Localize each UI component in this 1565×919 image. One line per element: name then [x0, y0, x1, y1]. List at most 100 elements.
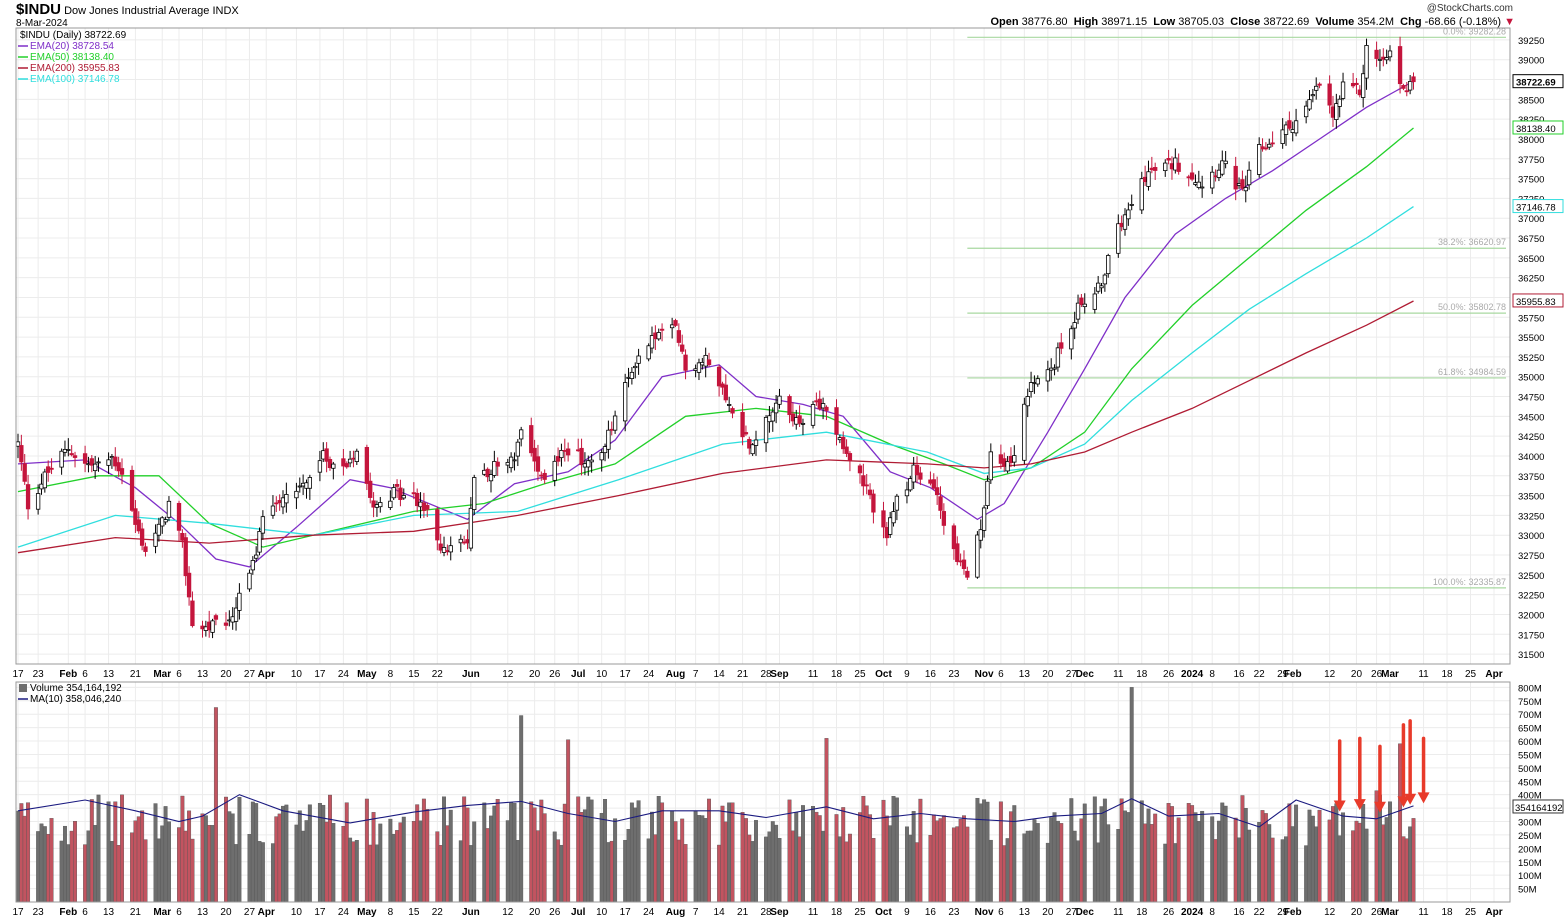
volume-bar [1029, 830, 1034, 903]
volume-bar [1106, 824, 1111, 903]
volume-bar [227, 811, 232, 903]
candle-body [153, 532, 158, 547]
candle-body [763, 416, 769, 444]
volume-bar [653, 834, 658, 903]
candle-body [975, 534, 980, 578]
candle-body [19, 445, 24, 463]
date-tick-label: 21 [130, 669, 142, 680]
volume-bar [213, 707, 218, 903]
price-marker-box [1512, 120, 1564, 135]
date-tick-label: 20 [1042, 669, 1054, 680]
volume-bar [364, 798, 369, 903]
candle-body [1122, 214, 1128, 230]
price-tick-label: 35500 [1518, 333, 1544, 344]
date-tick-label: 6 [998, 669, 1004, 680]
price-marker-label: 38138.40 [1516, 124, 1556, 135]
open-label: Open [990, 16, 1019, 28]
volume-bar [247, 834, 252, 903]
volume-bar [727, 802, 732, 903]
date-tick-label: Dec [1076, 907, 1095, 918]
volume-bar [482, 802, 487, 903]
date-tick-label: Mar [1381, 669, 1399, 680]
date-tick-label: Feb [1284, 669, 1302, 680]
candle-body [49, 467, 54, 470]
candle-body [844, 446, 849, 454]
volume-bar [552, 831, 557, 903]
candle-body [1233, 165, 1238, 190]
volume-bar [307, 804, 312, 903]
volume-bar [438, 845, 443, 903]
date-tick-label: 24 [643, 907, 655, 918]
candle-body [1263, 147, 1269, 150]
candle-body [1106, 255, 1111, 275]
volume-bar [1146, 808, 1151, 903]
price-tick-label: 37500 [1518, 175, 1544, 186]
price-tick-label: 34750 [1518, 393, 1544, 404]
candle-body [35, 493, 41, 510]
date-tick-label: 13 [197, 907, 209, 918]
candle-body [294, 490, 299, 499]
volume-bar [1055, 820, 1060, 903]
candle-body [391, 487, 396, 499]
candle-body [770, 411, 775, 422]
price-marker-label: 37146.78 [1516, 203, 1556, 214]
date-tick-label: 12 [1324, 669, 1336, 680]
candle-body [257, 530, 262, 553]
candle-body [1337, 98, 1342, 107]
price-tick-label: 36250 [1518, 274, 1544, 285]
candle-body [1314, 85, 1319, 91]
volume-bar [770, 821, 775, 903]
candle-body [96, 461, 101, 464]
volume-bar [1327, 819, 1332, 903]
candle-body [62, 448, 68, 453]
date-tick-label: Apr [258, 669, 275, 680]
price-marker-label: 35955.83 [1516, 297, 1556, 308]
date-tick-label: Jul [571, 907, 586, 918]
volume-bar [1388, 801, 1392, 903]
date-tick-label: 8 [388, 907, 394, 918]
volume-bar [797, 836, 802, 903]
candle-body [166, 500, 172, 518]
down-arrow-head [1353, 799, 1366, 811]
candle-body [1102, 274, 1108, 285]
volume-bars [16, 687, 1416, 903]
candle-body [589, 459, 594, 463]
volume-bar [1176, 817, 1181, 903]
volume-tick-label: 150M [1518, 858, 1542, 869]
volume-bar [46, 833, 51, 903]
volume-bar [535, 830, 540, 903]
date-tick-label: May [357, 907, 377, 918]
candle-body [344, 463, 349, 468]
candle-body [307, 477, 313, 489]
volume-tick-label: 100M [1518, 871, 1542, 882]
candle-body [669, 324, 675, 329]
volume-annotation-arrows [1333, 719, 1430, 813]
candle-body [1384, 57, 1389, 61]
volume-bar [1361, 804, 1366, 903]
volume-bar [1143, 823, 1148, 903]
volume-bar [183, 830, 188, 903]
volume-bar [166, 821, 171, 903]
candle-body [649, 335, 655, 349]
volume-tick-label: 750M [1518, 697, 1542, 708]
price-tick-label: 39250 [1518, 36, 1544, 47]
date-tick-label: 7 [693, 669, 699, 680]
volume-bar [693, 810, 698, 903]
candle-body [716, 366, 722, 387]
volume-bar [442, 796, 446, 903]
candle-body [519, 429, 524, 440]
volume-bar [938, 818, 943, 903]
candle-body [680, 344, 685, 352]
volume-bar [190, 838, 195, 903]
volume-tick-label: 700M [1518, 710, 1542, 721]
candle-body [904, 489, 910, 497]
volume-bar [297, 810, 302, 903]
volume-bar [187, 810, 192, 903]
volume-bar [1351, 830, 1356, 903]
volume-bar [59, 840, 64, 903]
candle-body [156, 523, 162, 536]
volume-tick-label: 50M [1518, 885, 1537, 896]
price-marker-box [1512, 293, 1564, 308]
price-axis: 31500 31750 32000 32250 32500 32750 33000 33250… [1512, 36, 1564, 661]
volume-bar [106, 801, 111, 903]
